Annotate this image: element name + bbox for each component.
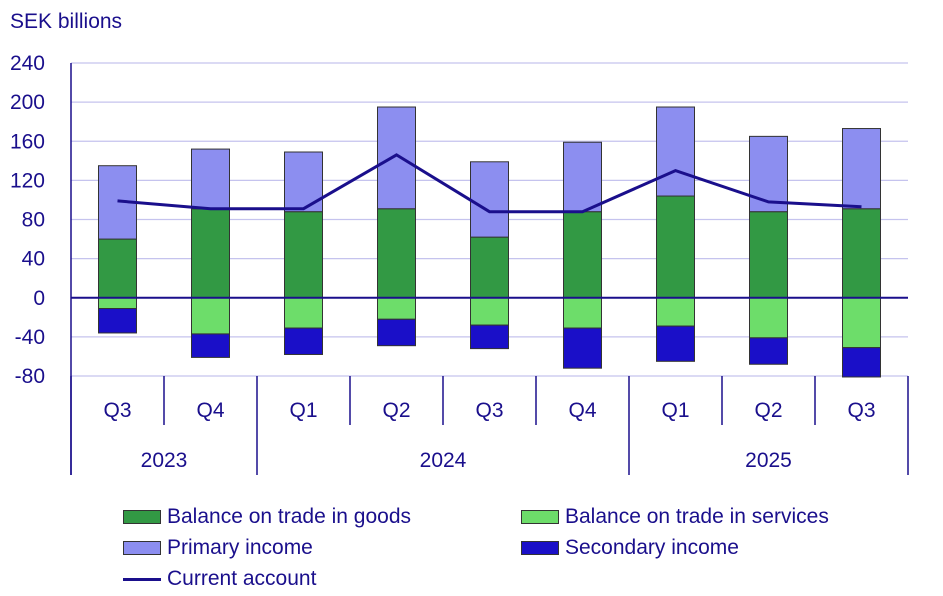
year-label: 2025 (745, 449, 792, 472)
bar-balance-on-trade-in-goods (749, 211, 788, 299)
x-tick-label: Q3 (475, 399, 503, 422)
legend-item-primary-income: Primary income (123, 536, 313, 560)
bar-primary-income (656, 106, 695, 197)
year-label: 2024 (420, 449, 467, 472)
bar-primary-income (563, 141, 602, 213)
bar-balance-on-trade-in-goods (563, 211, 602, 299)
legend-item-services: Balance on trade in services (521, 505, 829, 529)
x-tick-label: Q4 (196, 399, 224, 422)
legend-swatch-current-account (123, 577, 161, 581)
bar-secondary-income (470, 324, 509, 350)
x-tick-label: Q4 (568, 399, 596, 422)
bar-balance-on-trade-in-goods (98, 238, 137, 299)
bar-balance-on-trade-in-services (656, 297, 695, 327)
legend-swatch-secondary-income (521, 541, 559, 555)
x-tick-label: Q1 (661, 399, 689, 422)
legend-label-secondary-income: Secondary income (565, 536, 739, 559)
bar-secondary-income (191, 333, 230, 358)
bar-secondary-income (377, 318, 416, 347)
bar-balance-on-trade-in-goods (842, 208, 881, 299)
bar-balance-on-trade-in-goods (470, 236, 509, 299)
x-tick-label: Q3 (847, 399, 875, 422)
bar-balance-on-trade-in-services (377, 297, 416, 320)
bar-secondary-income (563, 327, 602, 369)
current-account-line (117, 153, 862, 214)
x-tick-label: Q3 (103, 399, 131, 422)
y-axis-unit-label: SEK billions (10, 10, 123, 33)
x-tick-label: Q1 (289, 399, 317, 422)
y-tick-label: 40 (22, 248, 45, 271)
y-tick-label: -40 (15, 326, 45, 349)
y-tick-label: 120 (10, 169, 45, 192)
legend-label-services: Balance on trade in services (565, 505, 829, 528)
legend-item-goods: Balance on trade in goods (123, 505, 411, 529)
legend-swatch-services (521, 510, 559, 524)
bar-primary-income (842, 128, 881, 210)
legend-label-primary-income: Primary income (167, 536, 313, 559)
chart-legend: Balance on trade in goods Balance on tra… (123, 505, 923, 595)
bar-secondary-income (842, 347, 881, 378)
y-tick-label: 200 (10, 91, 45, 114)
legend-swatch-primary-income (123, 541, 161, 555)
legend-swatch-goods (123, 510, 161, 524)
bar-balance-on-trade-in-services (470, 297, 509, 326)
legend-label-goods: Balance on trade in goods (167, 505, 412, 528)
bar-primary-income (191, 148, 230, 210)
chart-plot: 240 200 160 120 80 40 0 -40 -80 Q3 Q4 Q1 Q2 Q3 Q4 Q1 Q2 Q… (10, 52, 909, 475)
bar-secondary-income (284, 327, 323, 355)
y-tick-label: 0 (33, 287, 45, 310)
bar-balance-on-trade-in-services (749, 297, 788, 339)
bar-primary-income (749, 135, 788, 213)
legend-label-current-account: Current account (167, 567, 317, 590)
bar-balance-on-trade-in-goods (284, 211, 323, 299)
bar-balance-on-trade-in-services (284, 297, 323, 329)
bar-secondary-income (98, 308, 137, 334)
bar-balance-on-trade-in-goods (377, 208, 416, 299)
bar-balance-on-trade-in-services (191, 297, 230, 335)
bar-secondary-income (749, 337, 788, 365)
bar-secondary-income (656, 325, 695, 362)
y-tick-label: -80 (15, 365, 45, 388)
year-label: 2023 (141, 449, 188, 472)
bar-primary-income (377, 106, 416, 210)
x-tick-label: Q2 (754, 399, 782, 422)
x-tick-label: Q2 (382, 399, 410, 422)
bar-balance-on-trade-in-goods (191, 208, 230, 299)
y-tick-label: 240 (10, 52, 45, 75)
bar-balance-on-trade-in-goods (656, 195, 695, 299)
bar-balance-on-trade-in-services (98, 297, 137, 310)
bar-balance-on-trade-in-services (563, 297, 602, 329)
y-tick-label: 80 (22, 209, 45, 232)
legend-item-current-account: Current account (123, 567, 316, 591)
bar-primary-income (470, 161, 509, 238)
bar-balance-on-trade-in-services (842, 297, 881, 349)
y-tick-label: 160 (10, 130, 45, 153)
legend-item-secondary-income: Secondary income (521, 536, 739, 560)
